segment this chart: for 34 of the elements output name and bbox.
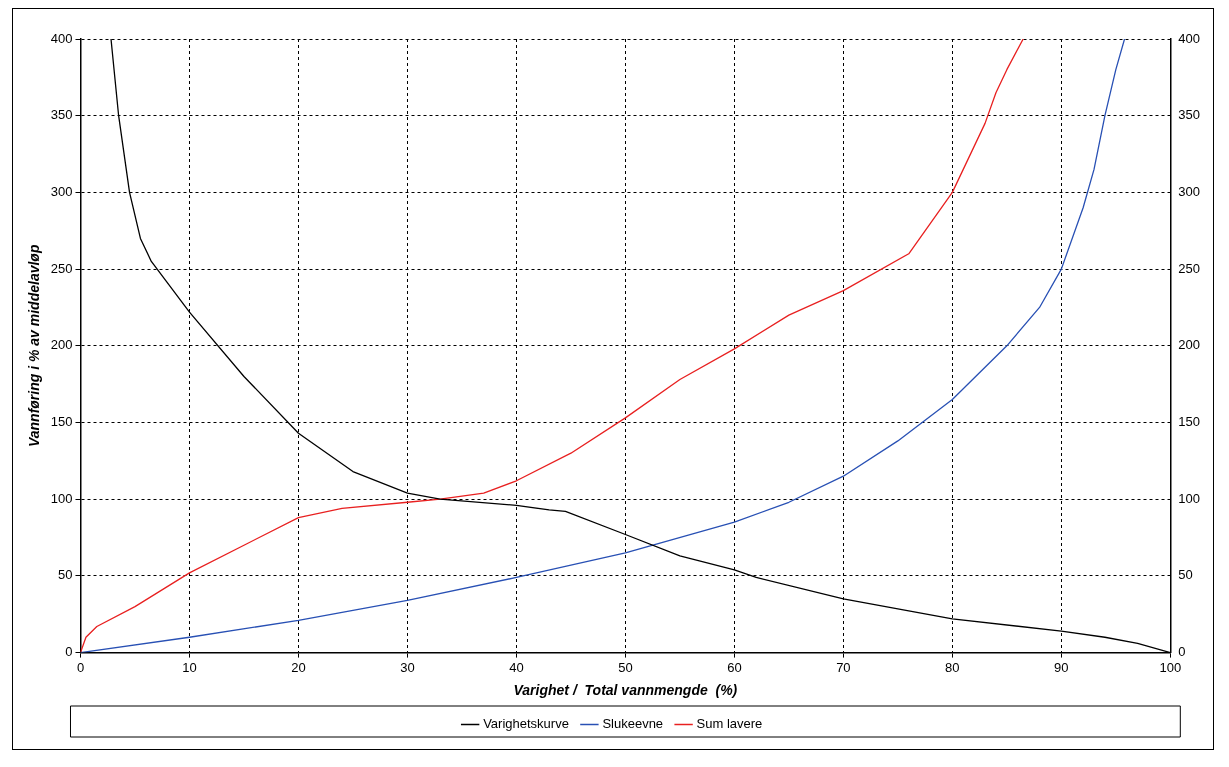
y2-tick-label: 0 [1178, 644, 1186, 660]
y-tick-label: 100 [50, 490, 73, 506]
y2-tick-label: 100 [1178, 490, 1201, 506]
legend-label: Slukeevne [602, 716, 664, 732]
x-tick-label: 90 [1054, 659, 1069, 675]
legend-label: Sum lavere [696, 716, 763, 732]
x-tick-label: 0 [76, 659, 85, 675]
y-tick-label: 0 [65, 644, 73, 660]
y2-tick-label: 350 [1178, 107, 1201, 123]
x-tick-label: 10 [182, 659, 197, 675]
y2-tick-label: 200 [1178, 337, 1201, 353]
y-tick-label: 200 [50, 337, 73, 353]
y2-tick-label: 150 [1178, 414, 1201, 430]
y2-tick-label: 300 [1178, 183, 1201, 199]
x-axis-title: Varighet / Total vannmengde (%) [513, 682, 738, 699]
x-tick-label: 80 [945, 659, 960, 675]
y2-tick-label: 400 [1178, 30, 1201, 46]
y2-tick-label: 50 [1178, 567, 1193, 583]
y-axis-title: Vannføring i % av middelavløp [26, 244, 43, 448]
y-tick-label: 400 [50, 30, 73, 46]
y-tick-label: 50 [58, 567, 73, 583]
x-tick-label: 50 [618, 659, 633, 675]
x-tick-label: 70 [836, 659, 851, 675]
y-tick-label: 300 [50, 183, 73, 199]
y-tick-label: 350 [50, 107, 73, 123]
x-tick-label: 20 [291, 659, 306, 675]
legend-label: Varighetskurve [483, 716, 569, 732]
x-tick-label: 30 [400, 659, 415, 675]
y2-tick-label: 250 [1178, 260, 1201, 276]
x-tick-label: 40 [509, 659, 524, 675]
x-tick-label: 60 [727, 659, 742, 675]
y-tick-label: 250 [50, 260, 73, 276]
y-tick-label: 150 [50, 414, 73, 430]
x-tick-label: 100 [1159, 659, 1182, 675]
